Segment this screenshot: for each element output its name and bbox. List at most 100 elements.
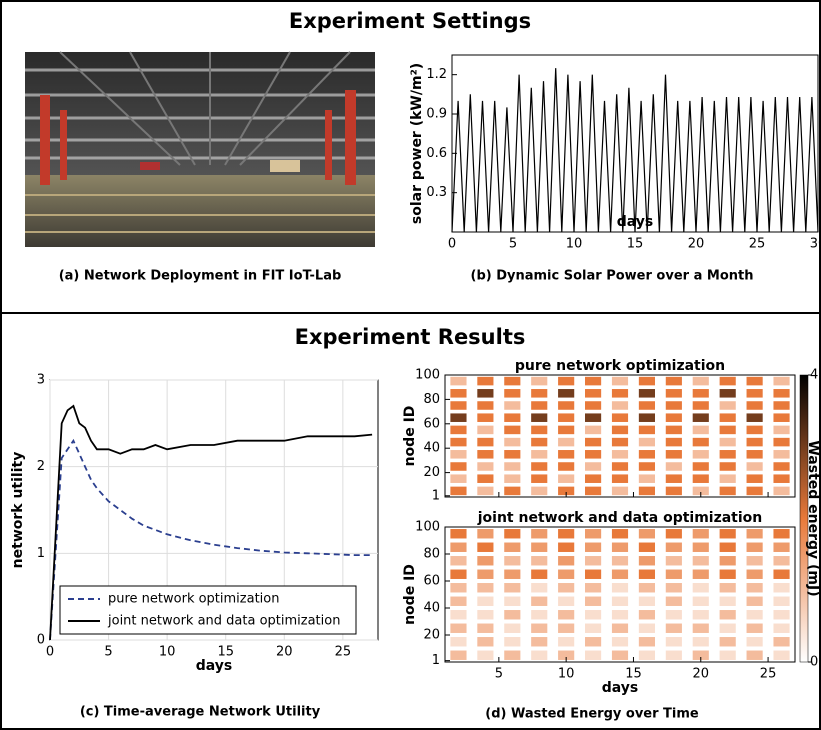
heat-cell: [558, 450, 575, 459]
y-tick-label: 1: [432, 653, 440, 668]
heat-cell: [477, 529, 494, 539]
heat-cell: [585, 650, 602, 660]
x-tick-label: 0: [46, 645, 54, 660]
legend-label: pure network optimization: [108, 592, 280, 607]
heat-cell: [746, 569, 763, 579]
heat-cell: [558, 486, 575, 496]
x-tick-label: 25: [760, 667, 777, 682]
heat-cell: [719, 401, 736, 410]
heat-cell: [477, 462, 494, 471]
heat-cell: [746, 413, 763, 422]
heat-cell: [504, 637, 521, 647]
heat-cell: [773, 583, 790, 593]
heat-cell: [504, 413, 521, 422]
heat-cell: [558, 474, 575, 483]
heat-cell: [504, 596, 521, 606]
heat-cell: [692, 450, 709, 459]
heat-cell: [477, 596, 494, 606]
y-tick-label: 100: [415, 368, 440, 383]
heat-cell: [746, 542, 763, 552]
heat-cell: [585, 376, 602, 386]
x-axis-label: days: [196, 658, 233, 674]
heat-cell: [531, 486, 548, 496]
x-axis-label: days: [602, 680, 639, 696]
heat-cell: [665, 462, 682, 471]
heat-cell: [746, 596, 763, 606]
heat-cell: [665, 529, 682, 539]
heat-cell: [558, 583, 575, 593]
heat-cell: [611, 542, 629, 552]
section-title: Experiment Settings: [289, 9, 531, 33]
heat-cell: [611, 413, 629, 422]
heat-cell: [638, 413, 655, 422]
heat-cell: [746, 437, 763, 447]
heat-cell: [638, 425, 655, 435]
y-tick-label: 80: [423, 392, 440, 407]
x-tick-label: 20: [692, 667, 709, 682]
caption: (a) Network Deployment in FIT IoT-Lab: [59, 269, 342, 284]
heat-cell: [692, 376, 709, 386]
heat-cell: [692, 437, 709, 447]
heat-cell: [611, 569, 629, 579]
results-frame: [0, 312, 821, 730]
heat-cell: [450, 529, 467, 539]
heat-cell: [665, 569, 682, 579]
y-tick-label: 100: [415, 520, 440, 535]
heat-cell: [585, 401, 602, 410]
heat-cell: [692, 610, 709, 620]
heat-cell: [665, 610, 682, 620]
heat-cell: [692, 596, 709, 606]
heat-cell: [773, 376, 790, 386]
heat-cell: [638, 474, 655, 483]
heat-cell: [531, 376, 548, 386]
x-tick-label: 10: [566, 237, 583, 252]
y-axis-label: network utility: [10, 452, 26, 569]
heat-cell: [773, 474, 790, 483]
y-tick-label: 3: [37, 373, 45, 388]
x-tick-label: 20: [688, 237, 705, 252]
heat-cell: [611, 437, 629, 447]
heat-cell: [558, 413, 575, 422]
heat-cell: [450, 650, 467, 660]
heat-cell: [665, 486, 682, 496]
heat-cell: [719, 542, 736, 552]
heat-cell: [638, 486, 655, 496]
heat-cell: [504, 623, 521, 633]
heat-cell: [504, 569, 521, 579]
heat-cell: [746, 450, 763, 459]
heat-cell: [719, 637, 736, 647]
heat-cell: [692, 542, 709, 552]
heat-cell: [450, 583, 467, 593]
x-tick-label: 25: [335, 645, 352, 660]
heat-cell: [585, 623, 602, 633]
heat-cell: [746, 623, 763, 633]
caption: (c) Time-average Network Utility: [80, 705, 321, 720]
heat-cell: [585, 542, 602, 552]
heat-cell: [611, 650, 629, 660]
heat-cell: [450, 450, 467, 459]
y-tick-label: 0.9: [426, 107, 447, 122]
heat-cell: [450, 462, 467, 471]
heat-cell: [477, 650, 494, 660]
heat-cell: [611, 401, 629, 410]
heat-cell: [450, 474, 467, 483]
heat-cell: [719, 650, 736, 660]
heat-cell: [665, 474, 682, 483]
x-tick-label: 10: [558, 667, 575, 682]
heat-cell: [477, 376, 494, 386]
heat-cell: [611, 556, 629, 566]
heatmap-title: joint network and data optimization: [477, 510, 763, 526]
heat-cell: [665, 425, 682, 435]
heat-cell: [504, 389, 521, 398]
heat-cell: [746, 425, 763, 435]
y-tick-label: 80: [423, 547, 440, 562]
heat-cell: [585, 450, 602, 459]
heat-cell: [665, 376, 682, 386]
heat-cell: [746, 389, 763, 398]
heat-cell: [531, 556, 548, 566]
heat-cell: [638, 596, 655, 606]
heat-cell: [773, 556, 790, 566]
heat-cell: [504, 401, 521, 410]
heat-cell: [531, 623, 548, 633]
